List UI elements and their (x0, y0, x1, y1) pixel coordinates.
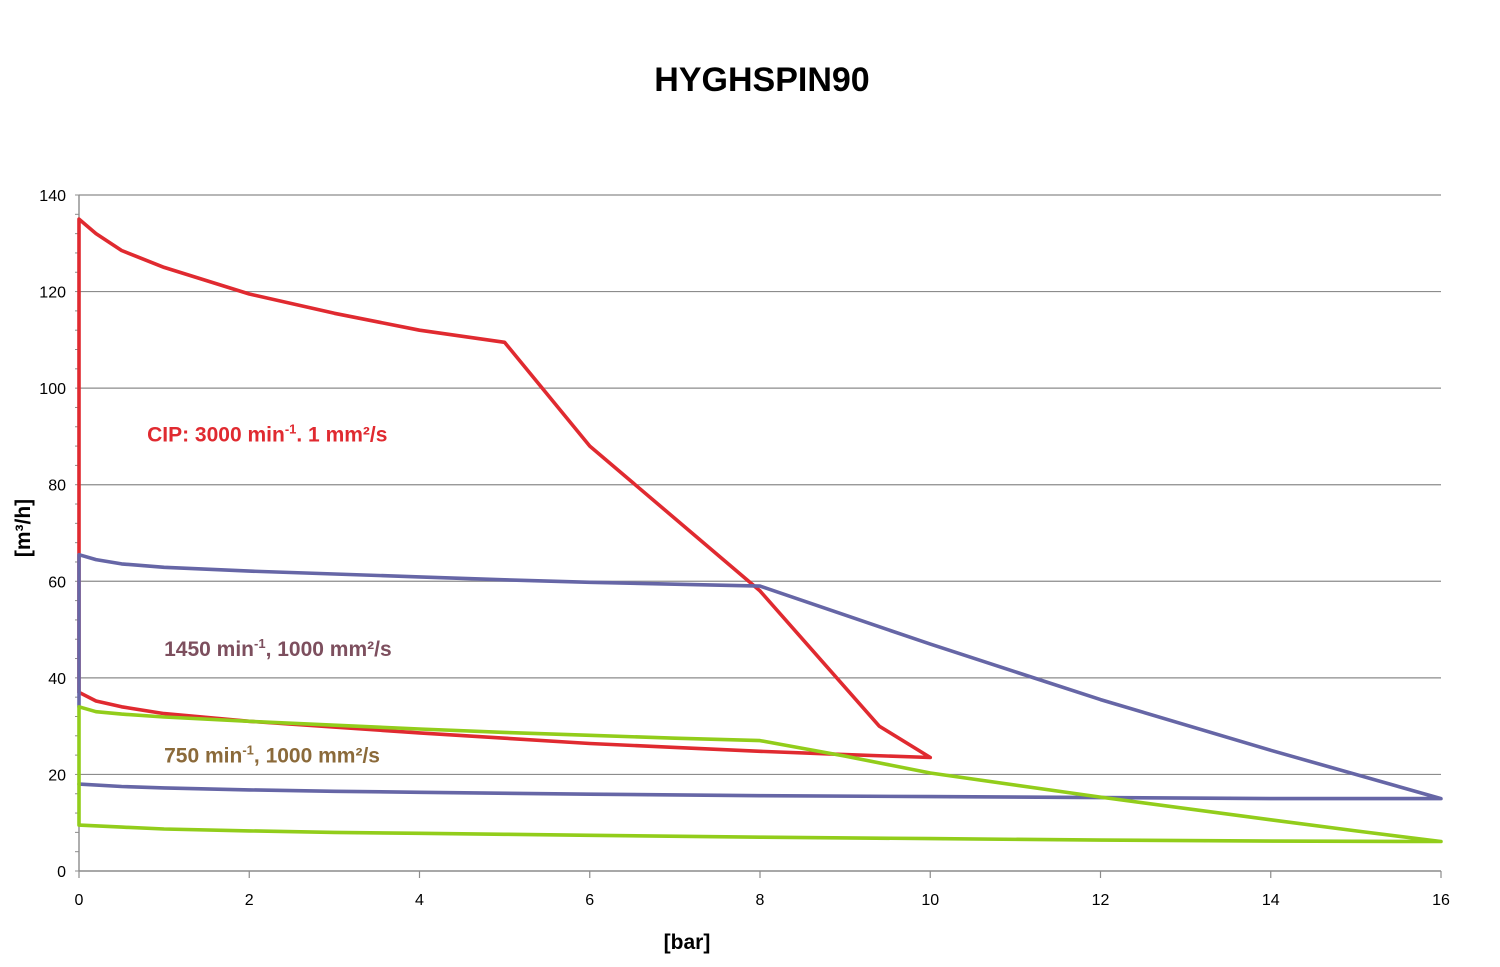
series-line-1 (77, 217, 933, 760)
x-axis-label: [bar] (664, 931, 711, 954)
y-tick-label: 120 (39, 285, 66, 302)
annotation-3: 750 min-1, 1000 mm²/s (164, 742, 380, 767)
y-tick-label: 0 (57, 864, 66, 881)
x-tick-label: 12 (1092, 892, 1110, 909)
annotations: CIP: 3000 min-1. 1 mm²/s 1450 min-1, 1000… (147, 421, 392, 767)
x-tick-label: 4 (415, 892, 424, 909)
y-tick-label: 40 (48, 671, 66, 688)
series-lines (77, 217, 1443, 844)
y-tick-label: 100 (39, 381, 66, 398)
annotation-1: CIP: 3000 min-1. 1 mm²/s (147, 421, 387, 446)
x-tick-label: 0 (75, 892, 84, 909)
y-tick-label: 60 (48, 574, 66, 591)
chart-title: HYGHSPIN90 (654, 61, 869, 99)
axes (75, 194, 1442, 878)
x-tick-label: 8 (756, 892, 765, 909)
series-line-2 (77, 552, 1443, 801)
x-tick-label: 6 (585, 892, 594, 909)
x-tick-label: 2 (245, 892, 254, 909)
y-axis-label: [m³/h] (12, 499, 35, 557)
tick-labels: 0 20 40 60 80 100 120 140 0 2 4 6 8 10 12 14 16 (39, 188, 1450, 909)
x-tick-label: 16 (1432, 892, 1450, 909)
y-tick-label: 80 (48, 478, 66, 495)
grid-lines (79, 194, 1441, 776)
y-tick-label: 20 (48, 767, 66, 784)
y-tick-label: 140 (39, 188, 66, 205)
x-tick-label: 14 (1262, 892, 1280, 909)
series-line-3 (77, 704, 1443, 844)
x-tick-label: 10 (921, 892, 939, 909)
annotation-2: 1450 min-1, 1000 mm²/s (164, 636, 392, 661)
